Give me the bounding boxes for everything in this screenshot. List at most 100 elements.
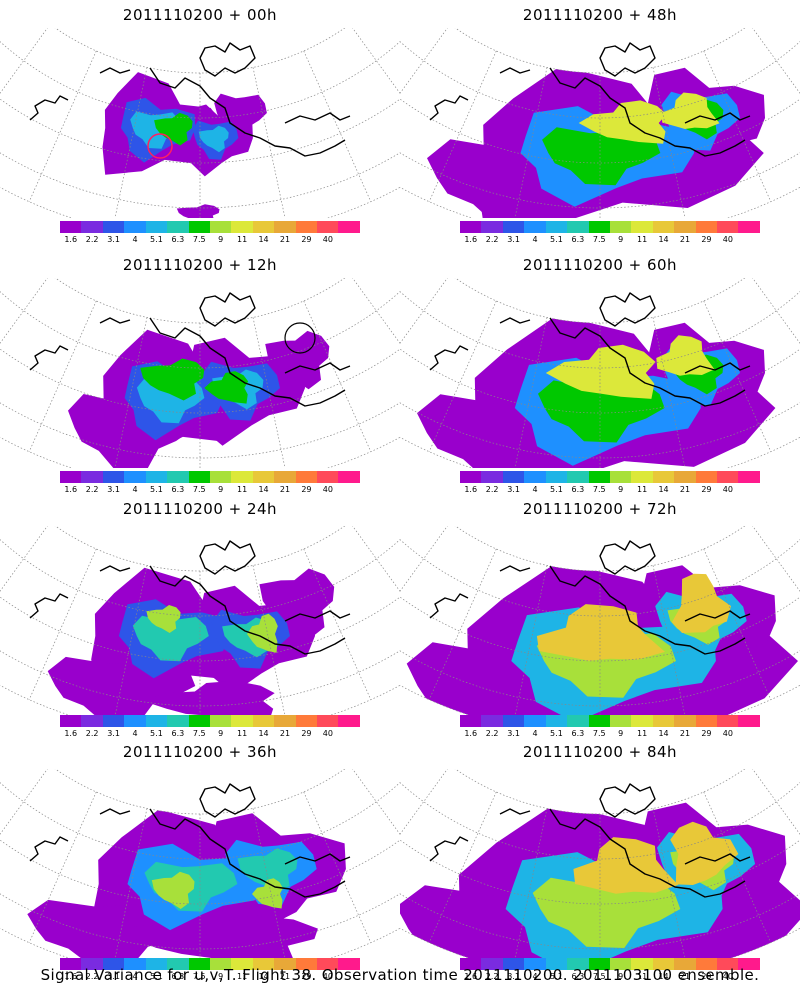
colorbar-swatch — [609, 958, 632, 970]
colorbar — [460, 715, 760, 727]
longitude-line — [790, 769, 800, 840]
coastline-segment — [429, 593, 469, 619]
longitude-line — [514, 67, 548, 218]
latitude-line — [400, 291, 800, 369]
colorbar-swatch — [145, 958, 168, 970]
variance-map — [400, 526, 800, 716]
longitude-line — [790, 526, 800, 597]
variance-field — [406, 561, 798, 716]
colorbar-swatch — [738, 715, 760, 727]
coastline-segment — [284, 610, 351, 622]
colorbar-tick-label: 40 — [722, 729, 733, 738]
variance-shading — [176, 204, 220, 218]
coastline-segment — [549, 317, 746, 407]
colorbar-swatch — [652, 221, 675, 233]
latitude-line — [0, 650, 400, 707]
colorbar-swatch — [317, 958, 339, 970]
latitude-line — [54, 526, 346, 572]
colorbar-tick-label: 5.1 — [150, 485, 163, 494]
colorbar-tick-label: 3.1 — [107, 485, 120, 494]
coastline-segment — [284, 362, 351, 374]
colorbar-swatch — [145, 471, 168, 483]
longitude-line — [390, 526, 400, 597]
longitude-line — [390, 28, 400, 99]
colorbar-tick-label: 21 — [679, 485, 691, 494]
colorbar-swatch — [567, 221, 589, 233]
colorbar-tick-label: 11 — [637, 485, 648, 494]
latitude-line — [0, 539, 400, 617]
variance-shading — [132, 615, 209, 662]
colorbar-tick-label: 7.5 — [192, 485, 206, 494]
graticule — [0, 28, 400, 218]
colorbar-swatch — [674, 958, 696, 970]
coastline-segment — [499, 565, 531, 572]
colorbar-tick-label: 29 — [301, 972, 312, 981]
colorbar-tick-label: 40 — [722, 485, 733, 494]
colorbar-labels: 1.6 2.2 3.1 4 5.1 6.3 7.5 9 11 14 21 29 40 — [60, 729, 360, 741]
colorbar — [460, 221, 760, 233]
longitude-line — [400, 769, 410, 840]
colorbar-swatch — [524, 715, 546, 727]
variance-field — [27, 809, 346, 959]
coastline-segment — [549, 565, 746, 655]
graticule — [400, 28, 800, 218]
colorbar-labels: 1.6 2.2 3.1 4 5.1 6.3 7.5 9 11 14 21 29 40 — [460, 729, 760, 741]
colorbar-swatch — [252, 958, 275, 970]
colorbar-swatch — [338, 221, 360, 233]
colorbar-swatch — [102, 471, 125, 483]
coastline-segment — [429, 345, 469, 371]
colorbar-swatch — [588, 471, 610, 483]
variance-field — [102, 72, 267, 218]
colorbar-swatch — [631, 715, 653, 727]
longitude-line — [0, 278, 10, 349]
colorbar-swatch — [524, 221, 546, 233]
coastline-segment — [684, 362, 751, 374]
colorbar-swatch — [209, 471, 232, 483]
colorbar-swatch — [60, 471, 82, 483]
colorbar-tick-label: 5.1 — [150, 729, 163, 738]
colorbar-swatch — [738, 221, 760, 233]
colorbar-tick-label: 40 — [322, 729, 333, 738]
colorbar-tick-label: 6.3 — [571, 972, 585, 981]
colorbar-tick-label: 4 — [132, 972, 138, 981]
colorbar-tick-label: 11 — [237, 235, 248, 244]
colorbar-swatch — [209, 958, 232, 970]
colorbar-tick-label: 6.3 — [571, 235, 585, 244]
variance-field — [417, 314, 776, 468]
coastline-segment — [199, 292, 256, 327]
variance-map — [400, 769, 800, 959]
colorbar-swatch — [481, 958, 503, 970]
colorbar-tick-label: 3.1 — [107, 235, 120, 244]
colorbar-tick-label: 9 — [618, 972, 624, 981]
colorbar-tick-label: 5.1 — [550, 729, 563, 738]
colorbar — [460, 471, 760, 483]
colorbar-swatch — [567, 715, 589, 727]
longitude-line — [652, 67, 686, 218]
panel-title: 2011110200 + 12h — [122, 256, 278, 274]
colorbar-tick-label: 3.1 — [107, 729, 120, 738]
coastline-segment — [199, 42, 256, 77]
colorbar-swatch — [231, 221, 253, 233]
colorbar-tick-label: 9 — [618, 235, 624, 244]
colorbar-swatch — [81, 958, 103, 970]
longitude-line — [0, 769, 10, 840]
colorbar-swatch — [102, 715, 125, 727]
longitude-line — [400, 278, 448, 344]
coastline-segment — [599, 42, 656, 77]
colorbar-swatch — [588, 221, 610, 233]
latitude-line — [0, 152, 400, 209]
variance-shading — [532, 877, 681, 948]
colorbar-tick-label: 2.2 — [485, 729, 499, 738]
colorbar-swatch — [460, 958, 482, 970]
coastline — [429, 540, 751, 655]
colorbar-tick-label: 3.1 — [507, 235, 520, 244]
colorbar-swatch — [631, 958, 653, 970]
colorbar-swatch — [652, 471, 675, 483]
colorbar-tick-label: 7.5 — [592, 729, 606, 738]
colorbar-swatch — [481, 221, 503, 233]
latitude-line — [0, 291, 400, 369]
graticule — [400, 278, 800, 468]
colorbar-tick-label: 9 — [218, 972, 224, 981]
longitude-line — [28, 50, 97, 202]
longitude-line — [652, 808, 686, 959]
